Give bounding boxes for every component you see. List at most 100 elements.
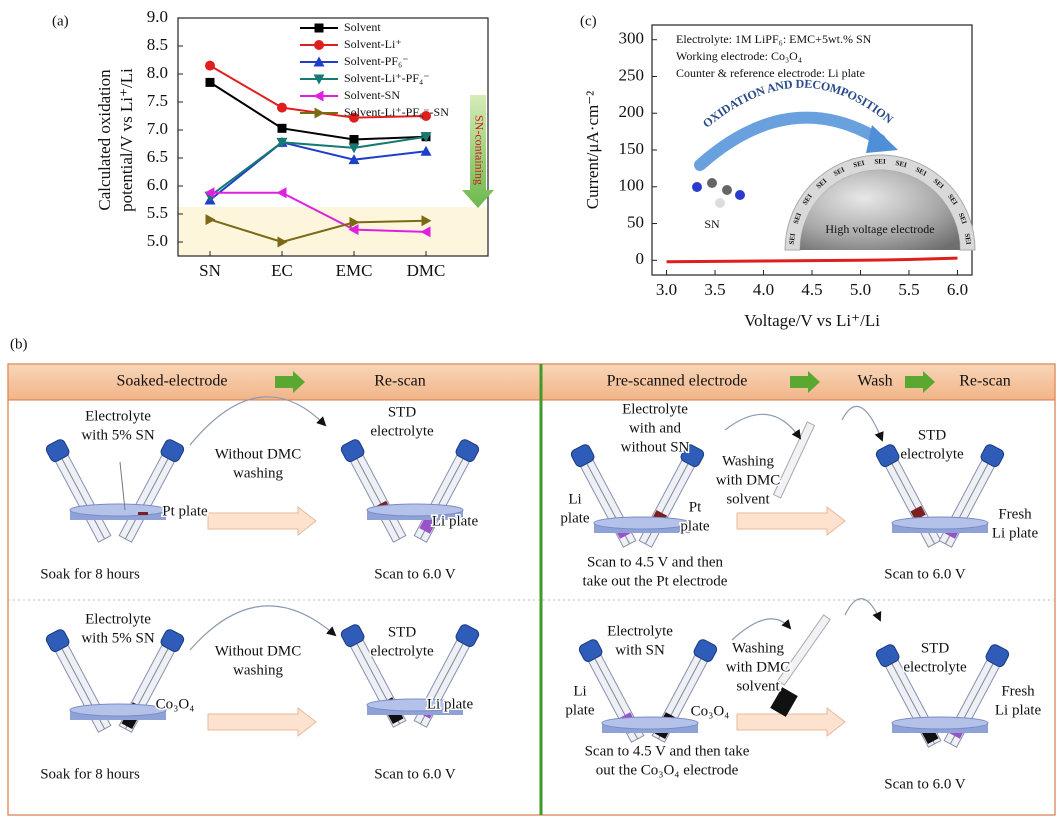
y-tick-label: 300 — [619, 29, 645, 48]
highlight-band — [178, 207, 488, 256]
cell-text: Co₃O₄ — [691, 703, 730, 719]
x-tick-label: SN — [199, 261, 221, 280]
molecule-atom — [715, 198, 725, 208]
transfer-arrow — [732, 619, 790, 640]
process-arrow — [737, 507, 845, 535]
y-tick-label: 7.5 — [147, 91, 168, 110]
reaction-arrow — [700, 118, 880, 165]
x-tick-label: 4.0 — [753, 280, 774, 299]
y-tick-label: 8.0 — [147, 63, 168, 82]
cell-text: STD — [918, 427, 947, 443]
marker — [350, 135, 359, 144]
transfer-arrow — [725, 414, 800, 438]
cell-text: Co₃O₄ — [156, 696, 195, 712]
y-tick-label: 50 — [627, 212, 644, 231]
y-axis-label-line: potential/V vs Li⁺/Li — [117, 68, 136, 212]
cell-text: Li plate — [992, 525, 1039, 541]
y-tick-label: 5.0 — [147, 231, 168, 250]
transfer-arrow — [190, 397, 325, 445]
transfer-arrow — [845, 599, 880, 620]
y-tick-label: 0 — [636, 249, 645, 268]
y-tick-label: 9.0 — [147, 7, 168, 26]
cell-text: with and — [629, 420, 682, 436]
marker — [314, 40, 324, 50]
x-tick-label: 3.5 — [704, 280, 725, 299]
cell-text: Li plate — [427, 696, 474, 712]
cell-text: Scan to 4.5 V and then — [587, 554, 724, 570]
panel-b: (b) Soaked-electrode Re-scan Pre-scanned el… — [8, 336, 1055, 815]
header-text: Soaked-electrode — [116, 373, 227, 390]
cell-text: solvent — [726, 491, 770, 507]
marker — [315, 24, 324, 33]
cell-text: Li — [568, 491, 581, 507]
header-text: Pre-scanned electrode — [607, 373, 748, 390]
cell-text: Scan to 6.0 V — [374, 566, 456, 582]
marker — [205, 61, 215, 71]
cell-text: Soak for 8 hours — [40, 766, 140, 782]
cell-text: Fresh — [998, 506, 1032, 522]
process-arrow — [208, 708, 316, 736]
dish-top — [892, 717, 988, 729]
panel-label: (b) — [10, 336, 28, 352]
cell-text: with SN — [615, 642, 665, 658]
molecule-atom — [722, 185, 732, 195]
dish-top — [70, 504, 166, 516]
header-text: Re-scan — [959, 373, 1011, 390]
cell-text: electrolyte — [900, 446, 964, 462]
cell-text: Washing — [722, 453, 775, 469]
cell-text: washing — [233, 465, 283, 481]
tube-wire — [60, 455, 105, 539]
y-tick-label: 6.5 — [147, 147, 168, 166]
legend-label: Solvent-Li⁺ — [344, 37, 402, 51]
cell-text: Soak for 8 hours — [40, 566, 140, 582]
dish-top — [70, 704, 166, 716]
annotation: SN-containing — [472, 115, 486, 185]
y-axis-label: Current/μA·cm⁻² — [583, 91, 602, 210]
process-arrow — [208, 507, 316, 535]
x-tick-label: 3.0 — [656, 280, 677, 299]
figure: (a)5.05.56.06.57.07.58.08.59.0SNECEMCDMC… — [0, 0, 1062, 818]
cell-text: plate — [680, 518, 709, 534]
transfer-arrow — [842, 406, 882, 440]
cell-text: Scan to 4.5 V and then take — [585, 743, 750, 759]
molecule-atom — [707, 178, 717, 188]
series-line — [210, 137, 426, 196]
legend-label: Solvent-PF₆⁻ — [344, 54, 409, 68]
sei-label: SEI — [963, 233, 972, 245]
annotation: Working electrode: Co₃O₄ — [676, 49, 802, 63]
x-tick-label: 4.5 — [801, 280, 822, 299]
x-axis-label: Voltage/V vs Li⁺/Li — [744, 311, 880, 330]
legend-label: Solvent-Li⁺-PF₄⁻ — [344, 71, 430, 85]
x-tick-label: 5.0 — [850, 280, 871, 299]
y-tick-label: 150 — [619, 139, 645, 158]
cell-text: electrolyte — [903, 659, 967, 675]
y-tick-label: 8.5 — [147, 35, 168, 54]
header-text: Re-scan — [374, 373, 426, 390]
cell-text: take out the Pt electrode — [583, 573, 728, 589]
cell-text: Li — [573, 683, 586, 699]
marker — [206, 78, 215, 87]
y-axis-label-line: Calculated oxidation — [95, 69, 114, 211]
legend-label: Solvent — [344, 20, 381, 34]
cell-text: STD — [388, 404, 417, 420]
dish-top — [594, 517, 690, 529]
molecule-label: SN — [704, 217, 720, 231]
dish-top — [892, 517, 988, 529]
y-axis-label: Calculated oxidationpotential/V vs Li⁺/L… — [95, 68, 136, 212]
marker — [277, 103, 287, 113]
cell-text: Washing — [732, 640, 785, 656]
cell-text: Li plate — [995, 702, 1042, 718]
marker — [278, 124, 287, 133]
cell-text: Without DMC — [215, 446, 301, 462]
cell-text: Scan to 6.0 V — [374, 766, 456, 782]
dish-top — [602, 717, 698, 729]
cell-text: Electrolyte — [85, 611, 151, 627]
sei-label: SEI — [874, 158, 886, 166]
molecule-atom — [692, 182, 702, 192]
cell-text: Scan to 6.0 V — [884, 566, 966, 582]
cell-text: plate — [560, 510, 589, 526]
panel-frame — [8, 364, 1055, 815]
electrode-tube — [45, 438, 114, 544]
x-tick-label: EC — [271, 261, 293, 280]
process-arrow — [737, 708, 845, 736]
